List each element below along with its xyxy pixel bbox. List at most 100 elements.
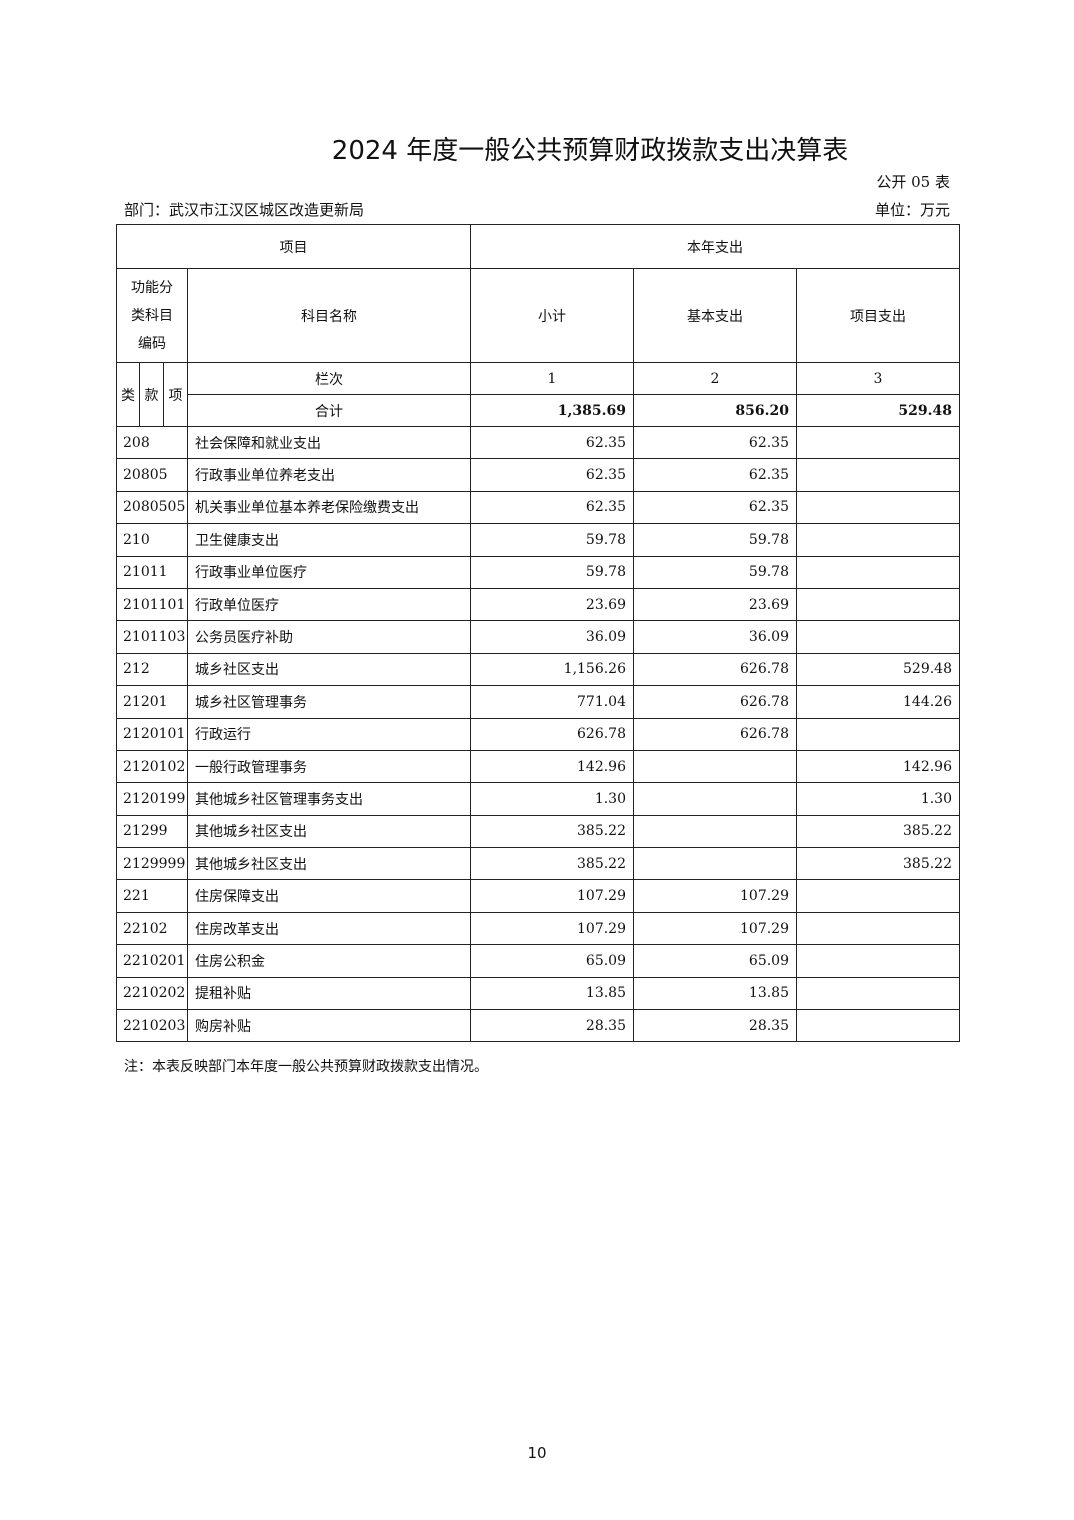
row-subtotal: 59.78 (470, 523, 634, 557)
row-basic: 65.09 (633, 944, 797, 978)
row-subtotal: 107.29 (470, 911, 634, 946)
total-label: 合计 (187, 394, 471, 427)
table-row: 21201 城乡社区管理事务 771.04 626.78 144.26 (116, 685, 960, 719)
row-code: 208 (116, 425, 188, 460)
row-basic: 36.09 (633, 620, 797, 654)
row-code: 221 (116, 879, 188, 913)
header-row-1: 项目 本年支出 (116, 224, 960, 269)
total-basic: 856.20 (633, 394, 797, 427)
header-item: 项目 (116, 224, 471, 269)
row-project: 385.22 (796, 814, 960, 849)
total-subtotal: 1,385.69 (470, 394, 634, 427)
row-subject-name: 其他城乡社区支出 (187, 814, 471, 849)
expenditure-table: 项目 本年支出 功能分 类科目 编码 科目名称 小计 基本支出 项目支出 类 款… (116, 224, 960, 1043)
row-project (796, 425, 960, 460)
row-basic: 62.35 (633, 490, 797, 525)
table-row: 21299 其他城乡社区支出 385.22 385.22 (116, 814, 960, 849)
table-row: 210 卫生健康支出 59.78 59.78 (116, 523, 960, 557)
table-row: 2210202 提租补贴 13.85 13.85 (116, 976, 960, 1011)
table-row: 221 住房保障支出 107.29 107.29 (116, 879, 960, 913)
row-project (796, 976, 960, 1011)
table-number: 公开 05 表 (876, 173, 950, 191)
row-subtotal: 62.35 (470, 425, 634, 460)
row-subtotal: 1.30 (470, 782, 634, 816)
row-code: 2120199 (116, 782, 188, 816)
row-project: 1.30 (796, 782, 960, 816)
row-project: 529.48 (796, 652, 960, 687)
department: 部门：武汉市江汉区城区改造更新局 (124, 201, 365, 219)
row-subject-name: 公务员医疗补助 (187, 620, 471, 654)
row-subtotal: 28.35 (470, 1009, 634, 1043)
row-subject-name: 城乡社区管理事务 (187, 685, 471, 719)
column-index-3: 3 (796, 362, 960, 395)
row-project (796, 879, 960, 913)
row-code: 2210202 (116, 976, 188, 1011)
row-subject-name: 机关事业单位基本养老保险缴费支出 (187, 490, 471, 525)
row-project (796, 944, 960, 978)
header-basic: 基本支出 (633, 268, 797, 363)
row-subtotal: 62.35 (470, 458, 634, 492)
row-subtotal: 385.22 (470, 814, 634, 849)
row-code: 20805 (116, 458, 188, 492)
row-project: 144.26 (796, 685, 960, 719)
table-row: 21011 行政事业单位医疗 59.78 59.78 (116, 555, 960, 589)
row-subtotal: 142.96 (470, 749, 634, 784)
row-subject-name: 行政运行 (187, 717, 471, 751)
row-project (796, 555, 960, 589)
header-lei: 类 (116, 362, 140, 427)
table-row: 212 城乡社区支出 1,156.26 626.78 529.48 (116, 652, 960, 687)
header-subject-name: 科目名称 (187, 268, 471, 363)
table-row: 2120101 行政运行 626.78 626.78 (116, 717, 960, 751)
table-row: 2101101 行政单位医疗 23.69 23.69 (116, 587, 960, 622)
row-basic: 626.78 (633, 717, 797, 751)
row-subtotal: 626.78 (470, 717, 634, 751)
page-title: 2024 年度一般公共预算财政拨款支出决算表 (331, 136, 849, 166)
table-row: 2101103 公务员医疗补助 36.09 36.09 (116, 620, 960, 654)
row-basic (633, 749, 797, 784)
table-row: 2210201 住房公积金 65.09 65.09 (116, 944, 960, 978)
table-row: 2120102 一般行政管理事务 142.96 142.96 (116, 749, 960, 784)
row-basic (633, 847, 797, 881)
row-basic (633, 782, 797, 816)
table-row: 2080505 机关事业单位基本养老保险缴费支出 62.35 62.35 (116, 490, 960, 525)
row-subject-name: 住房保障支出 (187, 879, 471, 913)
unit: 单位：万元 (874, 201, 950, 219)
row-code: 210 (116, 523, 188, 557)
row-project (796, 523, 960, 557)
row-code: 2120101 (116, 717, 188, 751)
row-basic: 13.85 (633, 976, 797, 1011)
table-row: 208 社会保障和就业支出 62.35 62.35 (116, 425, 960, 460)
table-row: 2129999 其他城乡社区支出 385.22 385.22 (116, 847, 960, 881)
row-code: 21201 (116, 685, 188, 719)
row-basic: 59.78 (633, 523, 797, 557)
row-subtotal: 65.09 (470, 944, 634, 978)
table-row: 2120199 其他城乡社区管理事务支出 1.30 1.30 (116, 782, 960, 816)
column-index-label: 栏次 (187, 362, 471, 395)
row-code: 2080505 (116, 490, 188, 525)
row-basic: 626.78 (633, 652, 797, 687)
row-subtotal: 62.35 (470, 490, 634, 525)
row-subtotal: 13.85 (470, 976, 634, 1011)
row-code: 2210203 (116, 1009, 188, 1043)
header-code: 功能分 类科目 编码 (116, 268, 188, 363)
header-subtotal: 小计 (470, 268, 634, 363)
row-subject-name: 住房公积金 (187, 944, 471, 978)
row-project (796, 1009, 960, 1043)
row-subject-name: 一般行政管理事务 (187, 749, 471, 784)
total-project: 529.48 (796, 394, 960, 427)
row-basic: 23.69 (633, 587, 797, 622)
table-row: 22102 住房改革支出 107.29 107.29 (116, 911, 960, 946)
page-number: 10 (527, 1444, 547, 1462)
row-project (796, 911, 960, 946)
row-project: 142.96 (796, 749, 960, 784)
row-basic: 62.35 (633, 458, 797, 492)
row-project (796, 587, 960, 622)
row-code: 2101101 (116, 587, 188, 622)
header-this-year: 本年支出 (470, 224, 960, 269)
row-subject-name: 行政事业单位养老支出 (187, 458, 471, 492)
header-row-2: 功能分 类科目 编码 科目名称 小计 基本支出 项目支出 (116, 268, 960, 363)
row-project (796, 717, 960, 751)
row-code: 21299 (116, 814, 188, 849)
header-code-line: 功能分 (131, 279, 173, 296)
row-basic: 626.78 (633, 685, 797, 719)
